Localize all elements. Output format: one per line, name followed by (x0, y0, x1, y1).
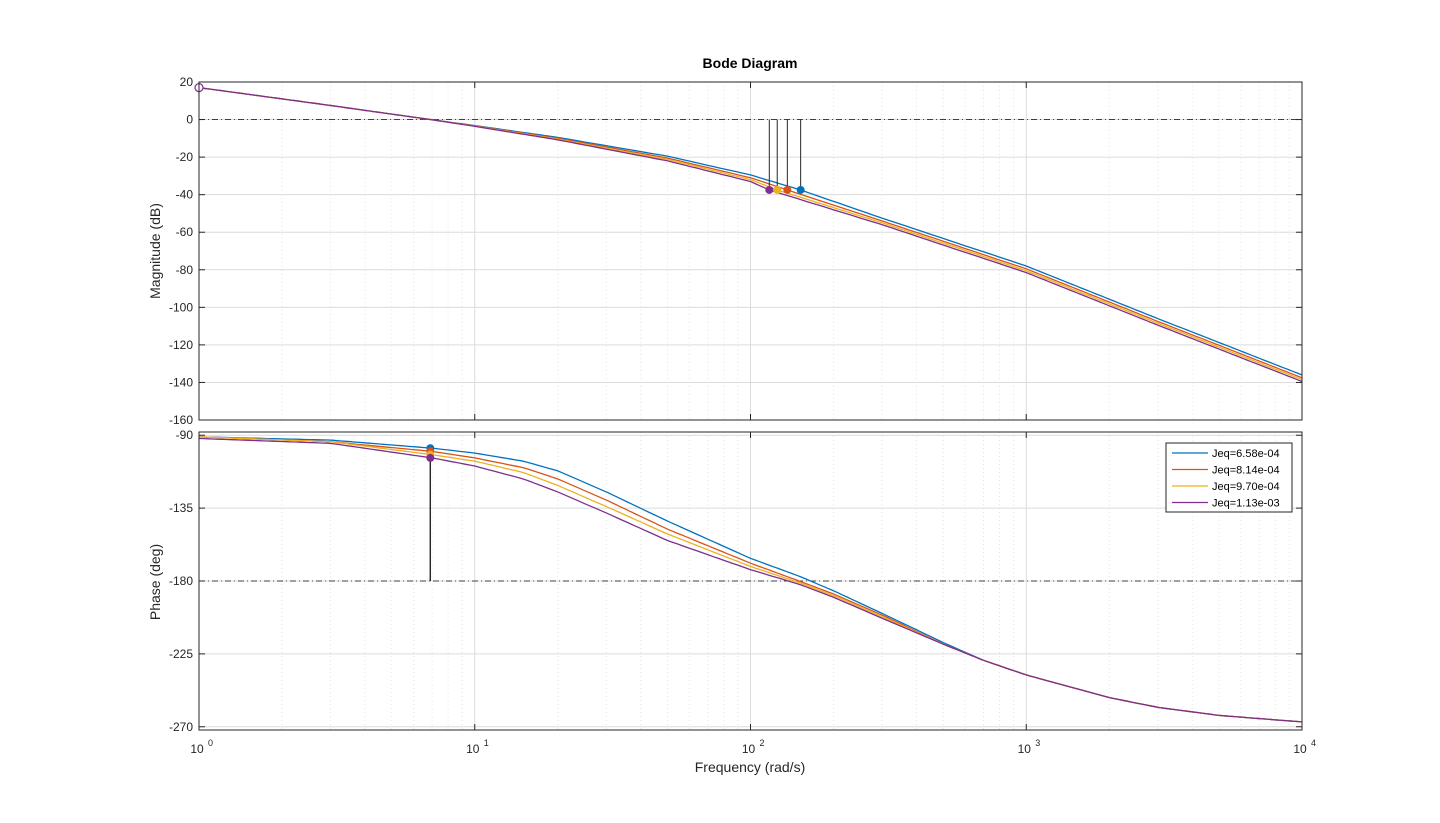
legend: Jeq=6.58e-04 Jeq=8.14e-04 Jeq=9.70e-04 Jeq=… (1165, 442, 1293, 513)
phase-tick-label: -135 (169, 501, 193, 515)
phase-margin-marker (426, 453, 435, 462)
x-tick-base: 10 (466, 742, 480, 756)
frequency-axis-ticks: 10 0 10 1 10 2 10 3 10 4 (190, 82, 1316, 756)
phase-tick-label: -225 (169, 647, 193, 661)
phase-y-axis-label: Phase (deg) (147, 544, 163, 620)
legend-label-series-3: Jeq=9.70e-04 (1212, 481, 1280, 493)
gain-margin-marker (773, 185, 782, 194)
gain-margin-markers (194, 83, 805, 194)
gain-margin-marker (796, 185, 805, 194)
magnitude-tick-label: -60 (176, 225, 194, 239)
gain-margin-marker (765, 185, 774, 194)
x-tick-exponent: 3 (1035, 738, 1040, 748)
x-tick-base: 10 (742, 742, 756, 756)
phase-panel: -90 -135 -180 -225 -270 Phase (deg) (147, 428, 1303, 734)
phase-tick-label: -270 (169, 720, 193, 734)
magnitude-panel: 20 0 -20 -40 -60 -80 -100 -120 -140 -160 Magnitud… (147, 75, 1303, 427)
x-tick-label: 10 2 (742, 738, 765, 756)
magnitude-curve-series-4 (198, 86, 1303, 383)
legend-label-series-4: Jeq=1.13e-03 (1212, 498, 1280, 510)
phase-curves (198, 436, 1303, 723)
magnitude-y-axis-label: Magnitude (dB) (147, 203, 163, 299)
x-tick-label: 10 4 (1293, 738, 1316, 756)
phase-margin-markers (426, 444, 435, 581)
chart-title: Bode Diagram (703, 55, 798, 71)
x-tick-exponent: 1 (484, 738, 489, 748)
magnitude-tick-label: -80 (176, 263, 194, 277)
magnitude-curves (198, 86, 1303, 383)
legend-box (1165, 442, 1293, 513)
x-tick-label: 10 0 (190, 738, 213, 756)
phase-curve-series-4 (198, 437, 1303, 723)
x-tick-exponent: 4 (1311, 738, 1316, 748)
legend-label-series-1: Jeq=6.58e-04 (1212, 448, 1280, 460)
magnitude-tick-label: 0 (186, 113, 193, 127)
magnitude-tick-label: 20 (180, 75, 194, 89)
legend-items: Jeq=6.58e-04 Jeq=8.14e-04 Jeq=9.70e-04 Jeq=… (1172, 448, 1280, 510)
magnitude-tick-label: -120 (169, 338, 193, 352)
phase-tick-label: -90 (176, 428, 194, 442)
x-tick-base: 10 (1293, 742, 1307, 756)
x-tick-label: 10 3 (1018, 738, 1041, 756)
gain-margin-marker (783, 185, 792, 194)
magnitude-tick-label: -40 (176, 188, 194, 202)
x-tick-base: 10 (1018, 742, 1032, 756)
phase-tick-label: -180 (169, 574, 193, 588)
magnitude-y-ticks: 20 0 -20 -40 -60 -80 -100 -120 -140 -160 (169, 75, 1302, 427)
x-tick-base: 10 (190, 742, 204, 756)
magnitude-tick-label: -100 (169, 300, 193, 314)
x-tick-label: 10 1 (466, 738, 489, 756)
x-axis-label: Frequency (rad/s) (695, 759, 805, 775)
x-tick-exponent: 2 (760, 738, 765, 748)
magnitude-tick-label: -140 (169, 375, 193, 389)
legend-label-series-2: Jeq=8.14e-04 (1212, 465, 1280, 477)
magnitude-tick-label: -20 (176, 150, 194, 164)
magnitude-tick-label: -160 (169, 413, 193, 427)
phase-y-ticks: -90 -135 -180 -225 -270 (169, 428, 1302, 734)
x-tick-exponent: 0 (208, 738, 213, 748)
